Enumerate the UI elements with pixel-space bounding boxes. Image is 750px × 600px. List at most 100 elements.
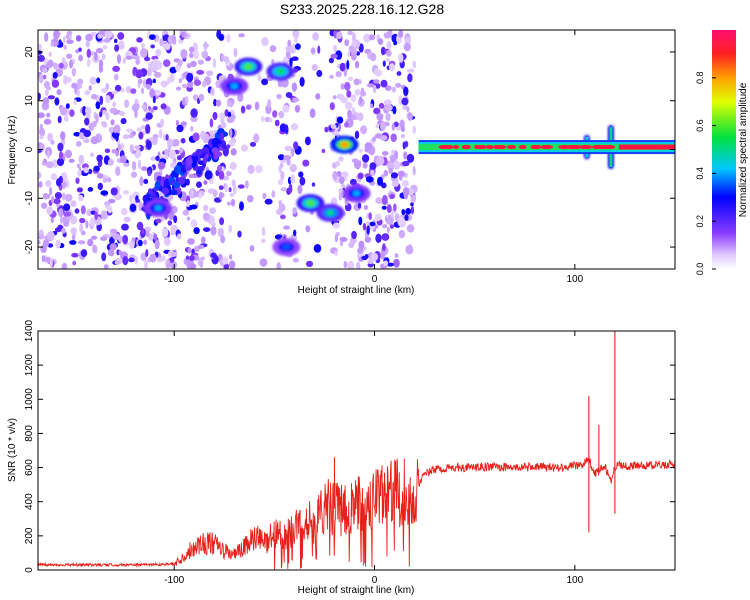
speckle-dot <box>268 117 273 123</box>
speckle-dot <box>386 204 392 213</box>
speckle-dot <box>357 202 362 209</box>
speckle-dot <box>61 56 66 66</box>
speckle-dot <box>63 211 72 217</box>
speckle-dot <box>43 158 47 164</box>
speckle-dot <box>149 34 156 40</box>
speckle-dot <box>393 258 400 268</box>
streak-dot <box>219 132 225 142</box>
speckle-dot <box>186 63 192 69</box>
speckle-dot <box>95 113 99 124</box>
speckle-dot <box>169 162 177 169</box>
speckle-dot <box>386 226 390 234</box>
speckle-dot <box>404 141 409 148</box>
speckle-dot <box>123 216 131 223</box>
blob-core <box>306 200 315 207</box>
speckle-dot <box>50 139 55 145</box>
speckle-dot <box>201 50 209 59</box>
speckle-dot <box>358 148 363 153</box>
speckle-dot <box>176 86 181 91</box>
speckle-dot <box>348 241 355 248</box>
speckle-dot <box>38 181 43 188</box>
speckle-dot <box>139 176 144 187</box>
speckle-dot <box>160 118 164 127</box>
speckle-dot <box>291 82 298 92</box>
speckle-dot <box>121 207 128 216</box>
streak-dot <box>178 176 186 185</box>
speckle-dot <box>66 178 70 188</box>
speckle-dot <box>140 42 145 49</box>
speckle-dot <box>277 154 285 161</box>
speckle-dot <box>90 136 99 145</box>
speckle-dot <box>120 155 127 164</box>
speckle-dot <box>140 252 147 261</box>
speckle-dot <box>283 225 290 230</box>
speckle-dot <box>44 89 49 97</box>
speckle-dot <box>171 34 176 44</box>
speckle-dot <box>209 118 214 128</box>
speckle-dot <box>93 120 97 127</box>
speckle-dot <box>107 205 113 214</box>
speckle-dot <box>340 83 345 90</box>
speckle-dot <box>141 124 147 130</box>
y-tick-label: 10 <box>24 95 35 107</box>
speckle-dot <box>341 183 346 189</box>
streak-dot <box>211 147 219 155</box>
speckle-dot <box>182 209 189 216</box>
speckle-dot <box>202 80 207 88</box>
speckle-dot <box>120 87 125 93</box>
speckle-dot <box>58 62 64 69</box>
speckle-dot <box>392 105 397 115</box>
speckle-dot <box>287 39 292 48</box>
speckle-dot <box>380 79 388 88</box>
y-tick-label: 800 <box>24 425 35 442</box>
colorbar-label: Normalized spectral amplitude <box>738 82 749 217</box>
speckle-dot <box>128 133 134 139</box>
speckle-dot <box>88 122 95 132</box>
speckle-dot <box>49 258 53 268</box>
speckle-dot <box>360 125 368 135</box>
speckle-dot <box>187 247 192 254</box>
speckle-dot <box>216 164 222 172</box>
speckle-dot <box>102 109 107 116</box>
speckle-dot <box>280 187 287 192</box>
streak-dot <box>195 148 204 156</box>
speckle-dot <box>186 72 194 83</box>
speckle-dot <box>89 217 95 228</box>
x-tick-label: -100 <box>164 575 184 586</box>
speckle-dot <box>42 67 48 74</box>
speckle-dot <box>177 59 183 67</box>
speckle-dot <box>192 94 199 101</box>
speckle-dot <box>145 230 150 238</box>
speckle-dot <box>357 172 364 180</box>
speckle-dot <box>383 170 389 177</box>
speckle-dot <box>162 80 166 89</box>
speckle-dot <box>69 109 75 117</box>
colorbar-gradient <box>712 30 736 269</box>
speckle-dot <box>103 264 109 269</box>
speckle-dot <box>220 118 225 123</box>
speckle-dot <box>154 171 162 177</box>
y-tick-label: 1200 <box>24 354 35 377</box>
track-peak <box>574 145 581 150</box>
speckle-dot <box>218 185 224 191</box>
speckle-dot <box>47 59 54 68</box>
speckle-dot <box>83 167 89 174</box>
speckle-dot <box>410 194 416 204</box>
speckle-dot <box>237 230 242 238</box>
blob-core <box>230 83 239 90</box>
speckle-dot <box>43 74 47 80</box>
speckle-dot <box>259 258 268 267</box>
y-tick-label: 600 <box>24 459 35 476</box>
speckle-dot <box>278 110 285 119</box>
blob-core <box>282 244 291 251</box>
speckle-dot <box>180 121 187 126</box>
speckle-dot <box>180 49 188 59</box>
speckle-dot <box>193 49 199 60</box>
speckle-dot <box>363 33 371 43</box>
speckle-dot <box>292 97 300 103</box>
speckle-dot <box>297 184 303 195</box>
speckle-dot <box>193 227 200 235</box>
streak-dot <box>211 137 220 146</box>
